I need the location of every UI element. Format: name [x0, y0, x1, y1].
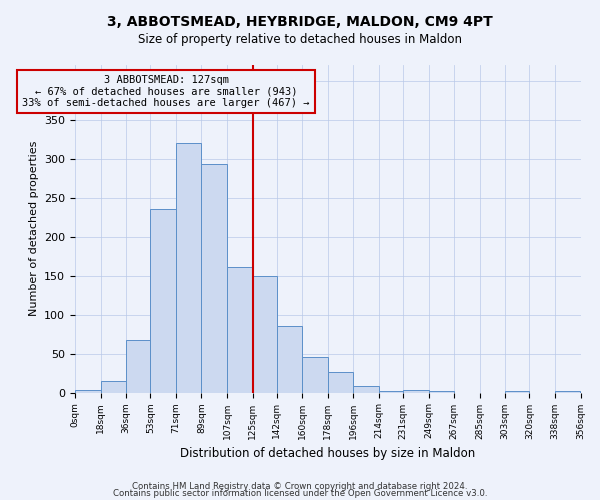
X-axis label: Distribution of detached houses by size in Maldon: Distribution of detached houses by size …	[180, 447, 475, 460]
Bar	[176, 143, 202, 392]
Text: Contains public sector information licensed under the Open Government Licence v3: Contains public sector information licen…	[113, 490, 487, 498]
Bar	[379, 391, 403, 392]
Bar	[277, 326, 302, 392]
Y-axis label: Number of detached properties: Number of detached properties	[29, 141, 38, 316]
Text: Size of property relative to detached houses in Maldon: Size of property relative to detached ho…	[138, 32, 462, 46]
Bar	[555, 391, 580, 392]
Bar	[253, 276, 277, 392]
Bar	[302, 358, 328, 392]
Text: Contains HM Land Registry data © Crown copyright and database right 2024.: Contains HM Land Registry data © Crown c…	[132, 482, 468, 491]
Bar	[126, 340, 150, 392]
Bar	[151, 210, 176, 392]
Bar	[428, 391, 454, 392]
Bar	[227, 267, 253, 392]
Bar	[75, 390, 101, 392]
Bar	[202, 164, 227, 392]
Bar	[328, 372, 353, 392]
Bar	[505, 391, 529, 392]
Bar	[353, 386, 379, 392]
Text: 3, ABBOTSMEAD, HEYBRIDGE, MALDON, CM9 4PT: 3, ABBOTSMEAD, HEYBRIDGE, MALDON, CM9 4P…	[107, 15, 493, 29]
Text: 3 ABBOTSMEAD: 127sqm
← 67% of detached houses are smaller (943)
33% of semi-deta: 3 ABBOTSMEAD: 127sqm ← 67% of detached h…	[22, 75, 310, 108]
Bar	[403, 390, 428, 392]
Bar	[101, 381, 126, 392]
